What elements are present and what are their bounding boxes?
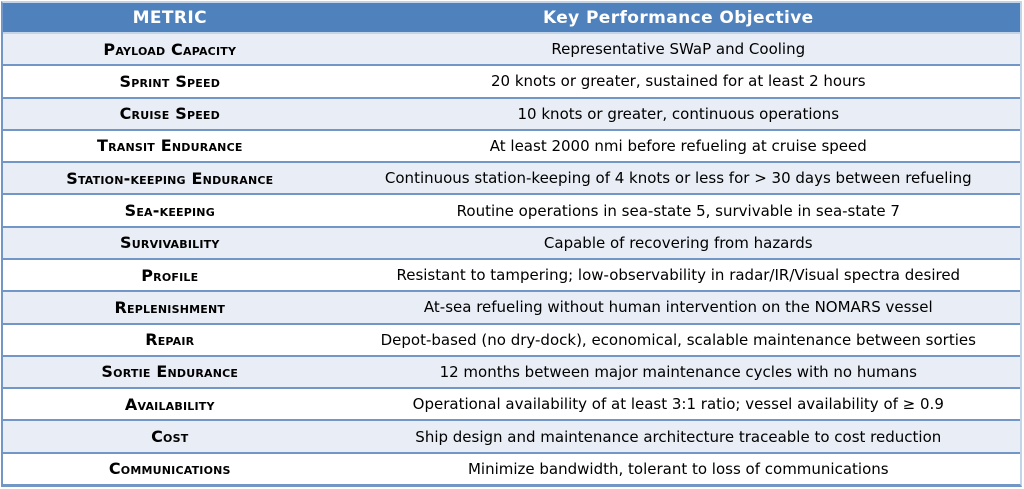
objective-cell: Depot-based (no dry-dock), economical, s… bbox=[380, 330, 976, 349]
table-header-row: METRIC Key Performance Objective bbox=[3, 3, 1020, 32]
objective-cell: Capable of recovering from hazards bbox=[543, 233, 813, 252]
metric-cell: Cruise Speed bbox=[119, 104, 220, 124]
metric-cell: Station-keeping Endurance bbox=[66, 168, 274, 188]
metric-cell: Repair bbox=[145, 330, 195, 350]
table-row: Transit Endurance At least 2000 nmi befo… bbox=[3, 128, 1020, 162]
table-row: Communications Minimize bandwidth, toler… bbox=[3, 451, 1020, 484]
table-row: Cruise Speed 10 knots or greater, contin… bbox=[3, 96, 1020, 129]
metric-cell: Sea-keeping bbox=[124, 201, 215, 221]
objective-cell: 20 knots or greater, sustained for at le… bbox=[490, 72, 866, 91]
table-row: Availability Operational availability of… bbox=[3, 387, 1020, 420]
table-row: Repair Depot-based (no dry-dock), econom… bbox=[3, 322, 1020, 355]
metric-cell: Survivability bbox=[120, 233, 220, 253]
table-row: Sea-keeping Routine operations in sea-st… bbox=[3, 193, 1020, 226]
objective-cell: At least 2000 nmi before refueling at cr… bbox=[489, 136, 867, 155]
table-row: Sortie Endurance 12 months between major… bbox=[3, 354, 1020, 388]
table-body: Payload Capacity Representative SWaP and… bbox=[3, 32, 1020, 484]
column-header-metric: METRIC bbox=[132, 7, 207, 28]
objective-cell: Continuous station-keeping of 4 knots or… bbox=[384, 169, 972, 188]
metric-cell: Sortie Endurance bbox=[101, 362, 239, 382]
objective-cell: Minimize bandwidth, tolerant to loss of … bbox=[467, 459, 889, 478]
objective-cell: Resistant to tampering; low-observabilit… bbox=[396, 266, 961, 285]
table-row: Survivability Capable of recovering from… bbox=[3, 225, 1020, 258]
objective-cell: At-sea refueling without human intervent… bbox=[423, 298, 933, 317]
metric-cell: Availability bbox=[124, 394, 215, 414]
table-row: Cost Ship design and maintenance archite… bbox=[3, 419, 1020, 452]
objective-cell: Representative SWaP and Cooling bbox=[551, 40, 806, 59]
metric-cell: Sprint Speed bbox=[119, 71, 221, 91]
metric-cell: Cost bbox=[151, 427, 189, 447]
table-row: Station-keeping Endurance Continuous sta… bbox=[3, 161, 1020, 194]
objective-cell: Routine operations in sea-state 5, survi… bbox=[456, 201, 900, 220]
metric-cell: Replenishment bbox=[114, 297, 226, 317]
column-header-objective: Key Performance Objective bbox=[542, 7, 814, 28]
objective-cell: 12 months between major maintenance cycl… bbox=[439, 362, 917, 381]
metric-cell: Transit Endurance bbox=[96, 136, 243, 156]
metric-cell: Communications bbox=[108, 459, 231, 479]
metric-cell: Payload Capacity bbox=[103, 39, 237, 59]
table-row: Payload Capacity Representative SWaP and… bbox=[3, 32, 1020, 65]
objective-cell: Operational availability of at least 3:1… bbox=[412, 395, 944, 414]
objective-cell: Ship design and maintenance architecture… bbox=[415, 427, 942, 446]
table-row: Replenishment At-sea refueling without h… bbox=[3, 290, 1020, 323]
table-row: Profile Resistant to tampering; low-obse… bbox=[3, 257, 1020, 291]
metric-cell: Profile bbox=[141, 265, 199, 285]
table-row: Sprint Speed 20 knots or greater, sustai… bbox=[3, 64, 1020, 97]
objective-cell: 10 knots or greater, continuous operatio… bbox=[517, 104, 840, 123]
